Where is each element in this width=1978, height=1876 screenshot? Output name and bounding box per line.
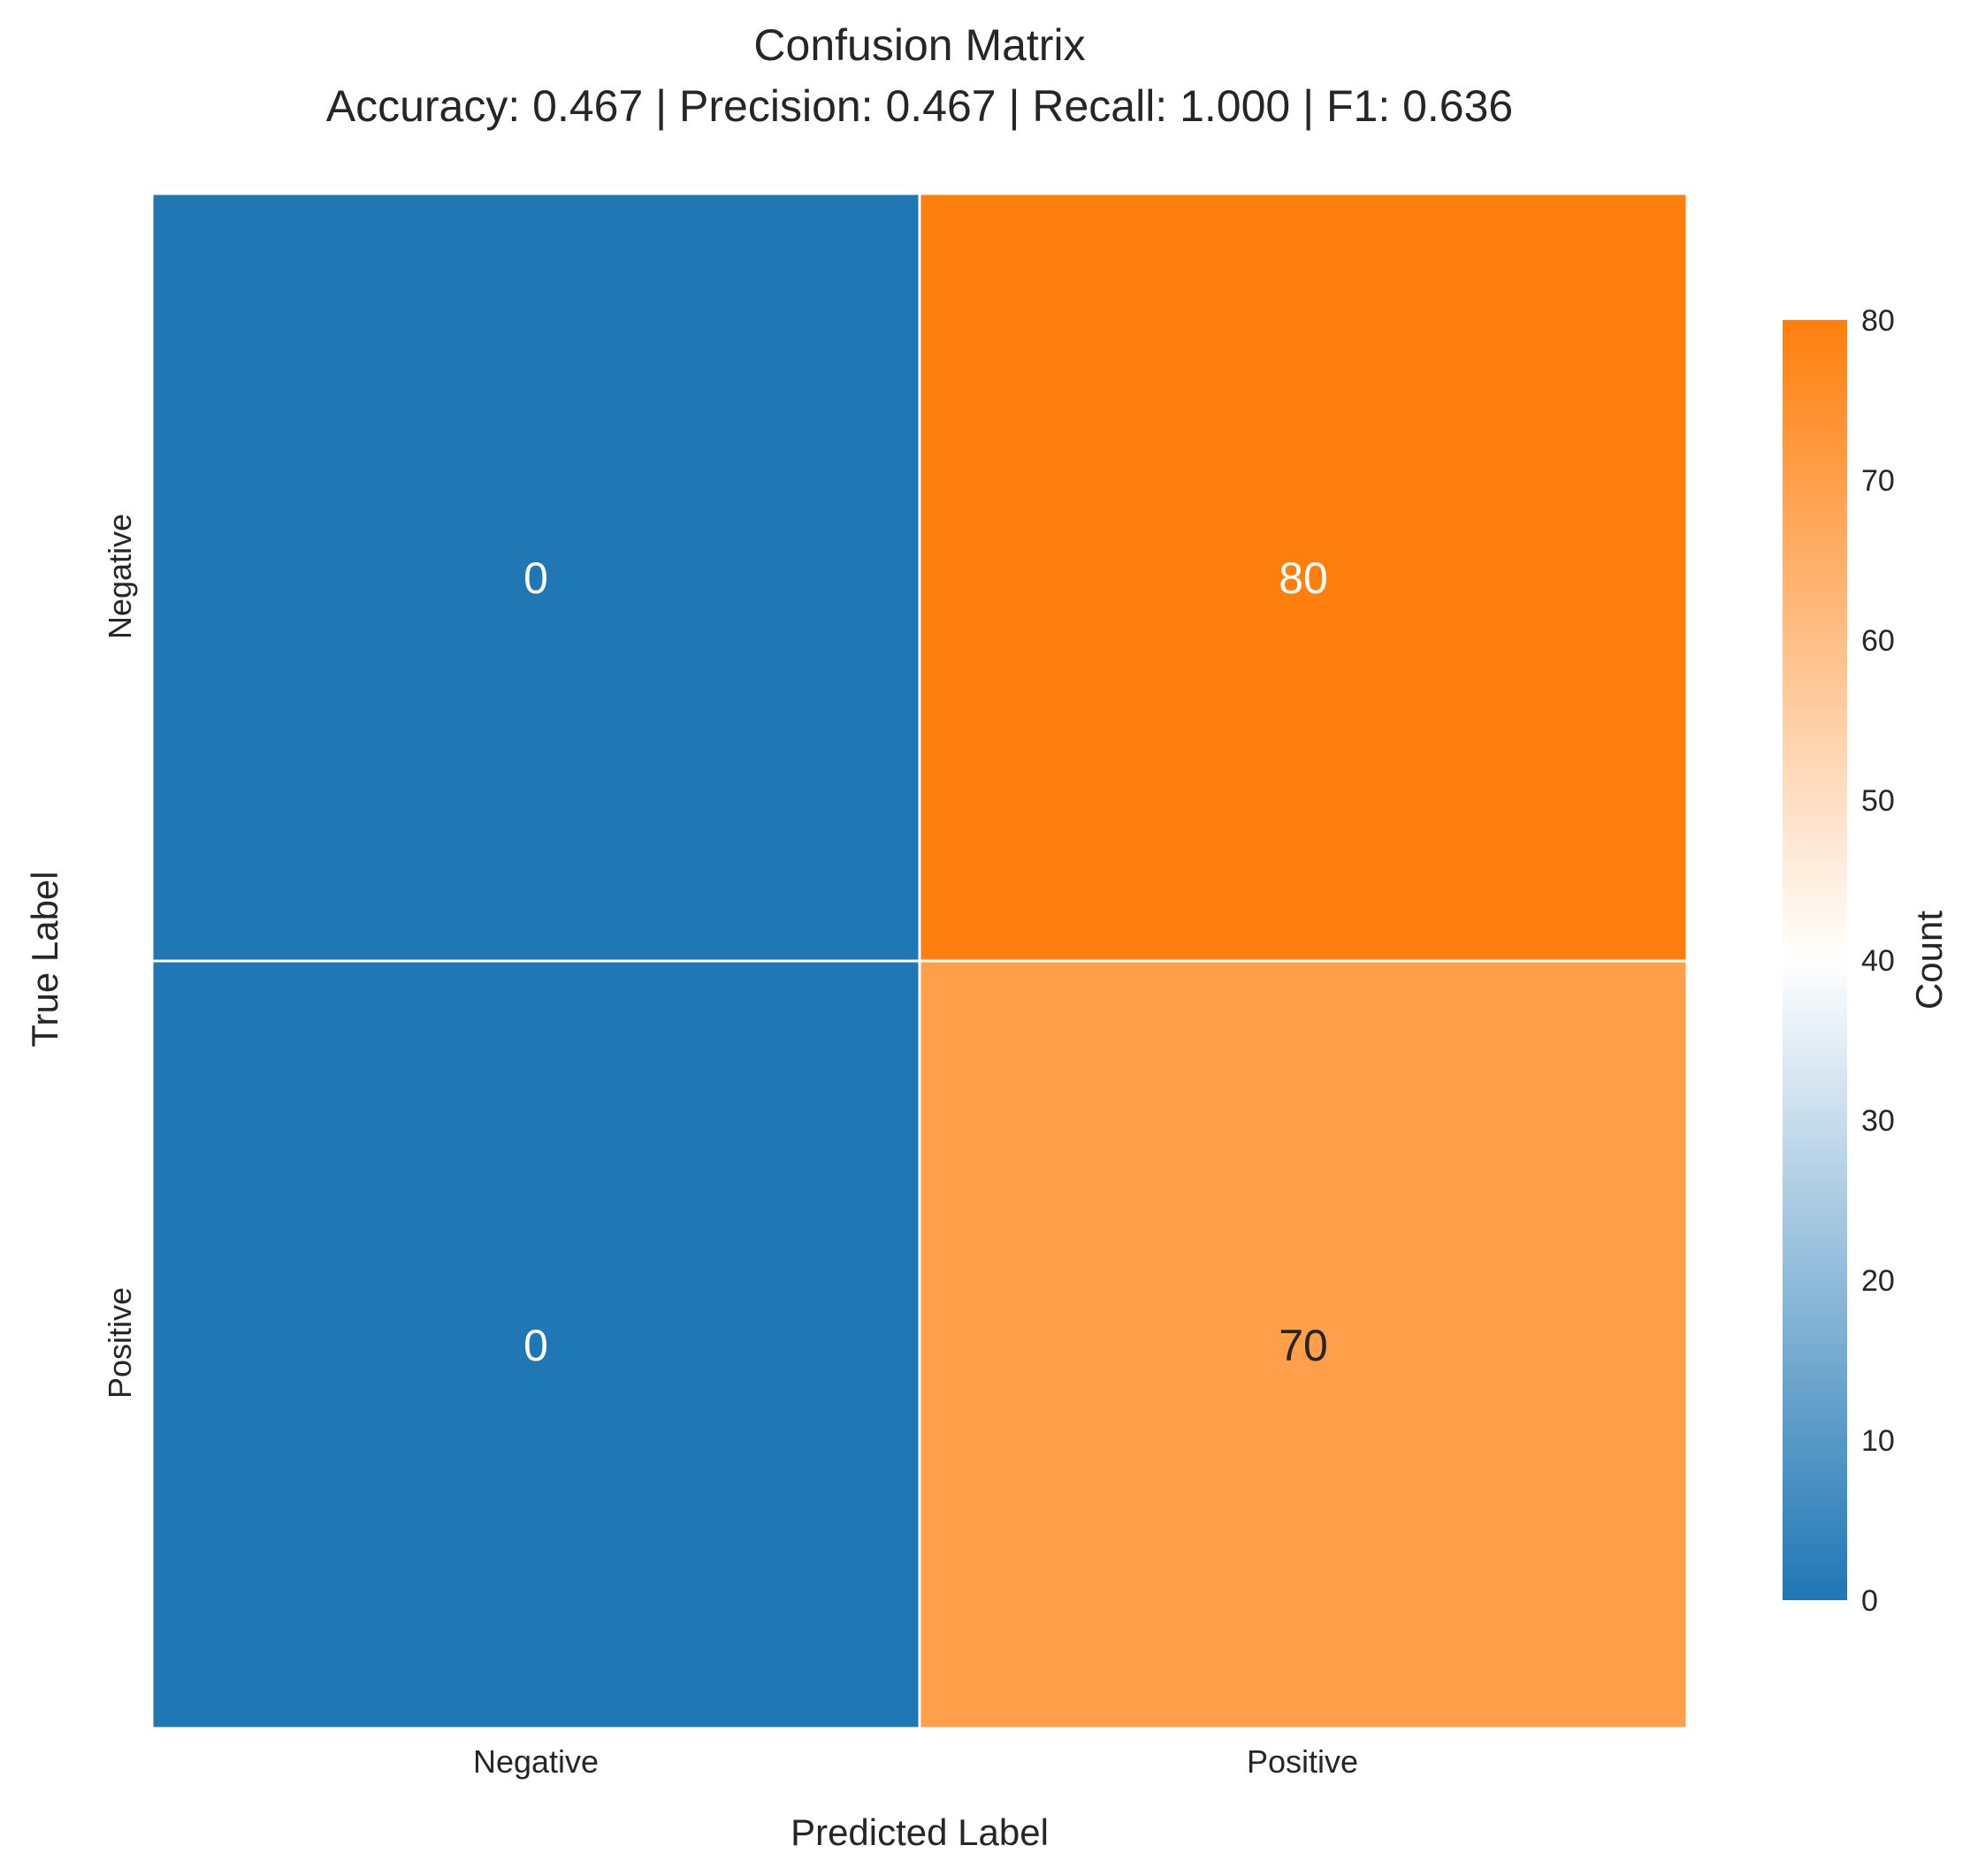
chart-title: Confusion Matrix [753,20,1085,70]
colorbar-tick-label: 70 [1861,464,1895,498]
cell-value-label: 0 [523,553,548,603]
colorbar-tick-label: 30 [1861,1104,1895,1138]
colorbar [1783,320,1847,1600]
colorbar-tick-label: 0 [1861,1584,1878,1618]
heatmap-cell [150,192,921,963]
x-axis-label: Predicted Label [790,1811,1049,1853]
colorbar-tick-label: 40 [1861,944,1895,978]
colorbar-label: Count [1908,911,1950,1010]
chart-subtitle: Accuracy: 0.467 | Precision: 0.467 | Rec… [326,81,1513,131]
colorbar-tick-label: 20 [1861,1264,1895,1298]
x-tick-positive: Positive [1247,1743,1358,1780]
heatmap-cell [918,192,1689,963]
heatmap-cell [150,959,921,1730]
colorbar-ticks: 0 10 20 30 40 50 60 70 80 [1861,304,1895,1618]
y-tick-positive: Positive [102,1287,138,1399]
heatmap-cell [918,959,1689,1730]
cell-value-label: 70 [1279,1321,1328,1370]
colorbar-tick-label: 80 [1861,304,1895,338]
cell-value-labels: 0 80 0 70 [523,553,1328,1370]
colorbar-tick-label: 60 [1861,624,1895,658]
cell-value-label: 80 [1279,553,1328,603]
colorbar-tick-label: 10 [1861,1424,1895,1458]
x-tick-negative: Negative [473,1743,599,1780]
y-tick-negative: Negative [102,514,138,639]
cell-value-label: 0 [523,1321,548,1370]
colorbar-tick-label: 50 [1861,784,1895,818]
y-axis-label: True Label [24,871,65,1047]
heatmap-grid [150,192,1689,1730]
